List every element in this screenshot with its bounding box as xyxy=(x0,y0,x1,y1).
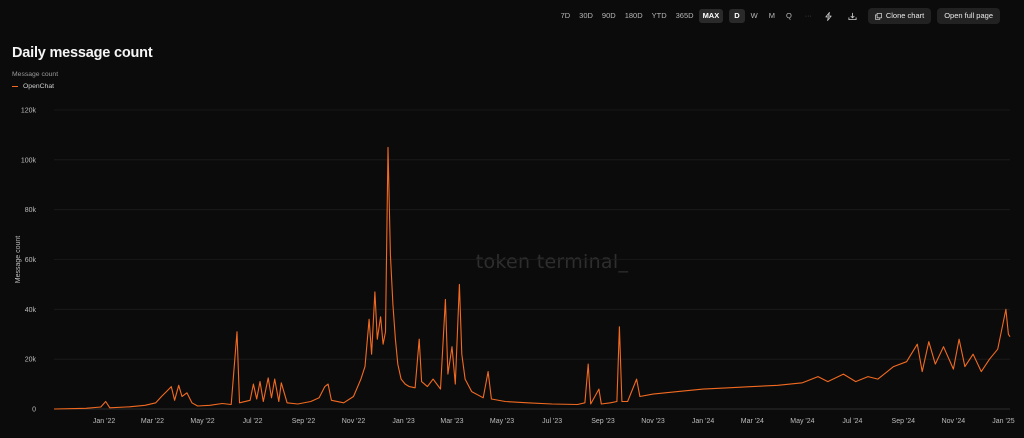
range-365d-button[interactable]: 365D xyxy=(675,11,694,21)
y-axis-label: Message count xyxy=(15,236,22,284)
x-tick-label: Sep '22 xyxy=(292,418,316,425)
x-tick-label: Jan '22 xyxy=(93,418,115,425)
y-tick-label: 0 xyxy=(32,407,36,414)
y-tick-label: 20k xyxy=(25,357,37,364)
open-full-page-button[interactable]: Open full page xyxy=(937,8,1000,24)
range-90d-button[interactable]: 90D xyxy=(601,11,616,21)
legend-item-openchat[interactable]: OpenChat xyxy=(12,83,54,90)
x-tick-label: Nov '24 xyxy=(942,418,966,425)
legend-swatch xyxy=(12,85,18,88)
clone-chart-label: Clone chart xyxy=(885,11,925,21)
x-tick-label: Jan '23 xyxy=(392,418,414,425)
x-tick-label: May '24 xyxy=(790,418,814,425)
x-tick-label: Jul '22 xyxy=(243,418,263,425)
range-ytd-button[interactable]: YTD xyxy=(651,11,667,21)
clone-chart-button[interactable]: Clone chart xyxy=(867,8,932,24)
legend-label: OpenChat xyxy=(23,83,54,90)
x-tick-label: Sep '24 xyxy=(892,418,916,425)
copy-icon xyxy=(874,12,882,20)
range-30d-button[interactable]: 30D xyxy=(579,11,593,21)
series-line-openchat xyxy=(53,146,1011,410)
granularity-d-button[interactable]: D xyxy=(729,9,745,23)
x-tick-label: Mar '22 xyxy=(141,418,164,425)
x-tick-label: May '23 xyxy=(490,418,514,425)
watermark: token terminal_ xyxy=(476,251,629,273)
y-tick-label: 40k xyxy=(25,307,37,314)
chart-title: Daily message count xyxy=(12,45,153,61)
granularity-q-button[interactable]: Q xyxy=(786,11,792,21)
more-options-icon[interactable]: ··· xyxy=(804,12,812,20)
open-full-page-label: Open full page xyxy=(944,11,993,21)
x-tick-label: May '22 xyxy=(190,418,214,425)
y-tick-label: 80k xyxy=(25,207,37,214)
y-tick-label: 120k xyxy=(21,108,37,115)
granularity-m-button[interactable]: M xyxy=(768,11,775,21)
x-tick-label: Mar '23 xyxy=(440,418,463,425)
range-180d-button[interactable]: 180D xyxy=(624,11,643,21)
range-selector: 7D 30D 90D 180D YTD 365D MAX xyxy=(557,9,724,23)
x-tick-label: Mar '24 xyxy=(741,418,764,425)
x-tick-label: Jan '25 xyxy=(992,418,1014,425)
download-icon[interactable] xyxy=(844,8,862,24)
x-tick-label: Jul '23 xyxy=(542,418,562,425)
y-tick-label: 60k xyxy=(25,257,37,264)
legend-title: Message count xyxy=(12,71,59,78)
range-7d-button[interactable]: 7D xyxy=(560,11,571,21)
x-tick-label: Nov '22 xyxy=(342,418,366,425)
y-tick-label: 100k xyxy=(21,157,37,164)
x-tick-label: Nov '23 xyxy=(641,418,665,425)
x-tick-label: Jul '24 xyxy=(842,418,862,425)
lightning-icon[interactable] xyxy=(820,8,838,24)
range-max-button[interactable]: MAX xyxy=(698,9,724,23)
x-tick-label: Sep '23 xyxy=(591,418,615,425)
x-tick-label: Jan '24 xyxy=(692,418,714,425)
granularity-w-button[interactable]: W xyxy=(750,11,758,21)
